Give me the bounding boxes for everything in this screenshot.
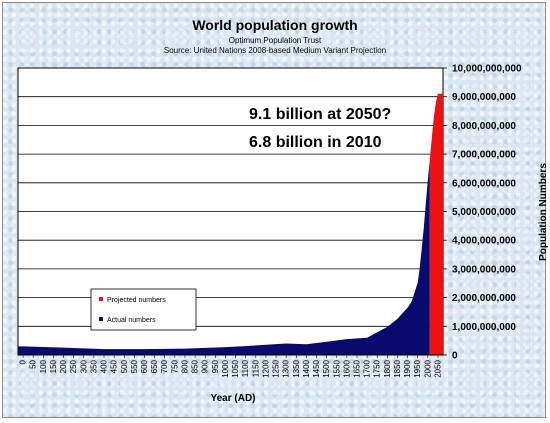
y-axis-label: Population Numbers xyxy=(538,163,549,261)
y-tick-label: 8,000,000,000 xyxy=(452,121,516,132)
x-axis-label: Year (AD) xyxy=(210,393,255,404)
y-tick-label: 4,000,000,000 xyxy=(452,236,516,247)
legend-label-projected: Projected numbers xyxy=(107,297,166,304)
x-tick-label: 900 xyxy=(201,359,210,373)
x-tick-label: 1100 xyxy=(241,359,250,377)
x-tick-label: 850 xyxy=(191,359,200,373)
y-tick-label: 2,000,000,000 xyxy=(452,293,516,304)
x-tick-label: 100 xyxy=(39,359,48,373)
y-tick-label: 3,000,000,000 xyxy=(452,264,516,275)
x-tick-label: 650 xyxy=(150,359,159,373)
x-tick-label: 300 xyxy=(79,359,88,373)
x-tick-label: 600 xyxy=(140,359,149,373)
x-tick-label: 550 xyxy=(130,359,139,373)
x-tick-label: 1700 xyxy=(363,359,372,377)
y-tick-label: 9,000,000,000 xyxy=(452,92,516,103)
x-tick-label: 1900 xyxy=(403,359,412,377)
x-tick-label: 2000 xyxy=(423,359,432,377)
x-tick-label: 1300 xyxy=(282,359,291,377)
legend-box xyxy=(90,288,197,331)
legend-swatch-actual xyxy=(99,317,103,321)
y-tick-label: 5,000,000,000 xyxy=(452,207,516,218)
y-tick-label: 0 xyxy=(452,351,458,362)
x-tick-label: 1450 xyxy=(312,359,321,377)
x-tick-label: 1650 xyxy=(352,359,361,377)
y-tick-label: 7,000,000,000 xyxy=(452,150,516,161)
x-tick-label: 2050 xyxy=(433,359,442,377)
x-tick-label: 0 xyxy=(19,359,28,364)
x-tick-label: 800 xyxy=(180,359,189,373)
y-tick-label: 1,000,000,000 xyxy=(452,322,516,333)
x-tick-label: 1800 xyxy=(383,359,392,377)
x-tick-label: 250 xyxy=(69,359,78,373)
x-tick-label: 1350 xyxy=(292,359,301,377)
x-tick-label: 350 xyxy=(89,359,98,373)
chart-subtitle-trust: Optimum Population Trust xyxy=(228,36,322,45)
chart-title: World population growth xyxy=(192,17,358,33)
legend-swatch-projected xyxy=(99,297,103,301)
gridlines xyxy=(18,67,443,356)
x-tick-label: 1950 xyxy=(413,359,422,377)
y-tick-label: 6,000,000,000 xyxy=(452,178,516,189)
x-tick-label: 1150 xyxy=(251,359,260,377)
area-actual xyxy=(18,159,430,355)
x-tick-label: 500 xyxy=(120,359,129,373)
x-tick-label: 1500 xyxy=(322,359,331,377)
x-tick-label: 1600 xyxy=(342,359,351,377)
x-tick-label: 1000 xyxy=(221,359,230,377)
y-tick-label: 10,000,000,000 xyxy=(452,64,522,75)
x-tick-label: 1550 xyxy=(332,359,341,377)
chart-subtitle-source: Source: United Nations 2008-based Medium… xyxy=(163,46,387,55)
x-tick-label: 400 xyxy=(100,359,109,373)
x-tick-label: 50 xyxy=(29,359,38,368)
x-tick-label: 750 xyxy=(170,359,179,373)
annotation-2010: 6.8 billion in 2010 xyxy=(249,134,382,151)
x-axis-ticks: 0 50 100 150 200 250 300 350 400 450 500 550 600 650 7… xyxy=(18,354,443,378)
area-projected xyxy=(429,93,443,356)
x-tick-label: 950 xyxy=(211,359,220,373)
x-tick-label: 1850 xyxy=(393,359,402,377)
x-tick-label: 1200 xyxy=(261,359,270,377)
x-tick-label: 1250 xyxy=(272,359,281,377)
x-tick-label: 200 xyxy=(59,359,68,373)
legend-label-actual: Actual numbers xyxy=(107,317,156,324)
legend: Projected numbers Actual numbers xyxy=(90,288,197,331)
y-axis-ticks: 0 1,000,000,000 2,000,000,000 3,000,000,000… xyxy=(443,64,522,362)
x-tick-label: 1750 xyxy=(373,359,382,377)
series-areas xyxy=(18,93,443,356)
x-tick-label: 700 xyxy=(160,359,169,373)
x-tick-label: 1400 xyxy=(302,359,311,377)
x-tick-label: 150 xyxy=(49,359,58,373)
annotation-2050: 9.1 billion at 2050? xyxy=(249,106,391,123)
x-tick-label: 1050 xyxy=(231,359,240,377)
x-tick-label: 450 xyxy=(110,359,119,373)
